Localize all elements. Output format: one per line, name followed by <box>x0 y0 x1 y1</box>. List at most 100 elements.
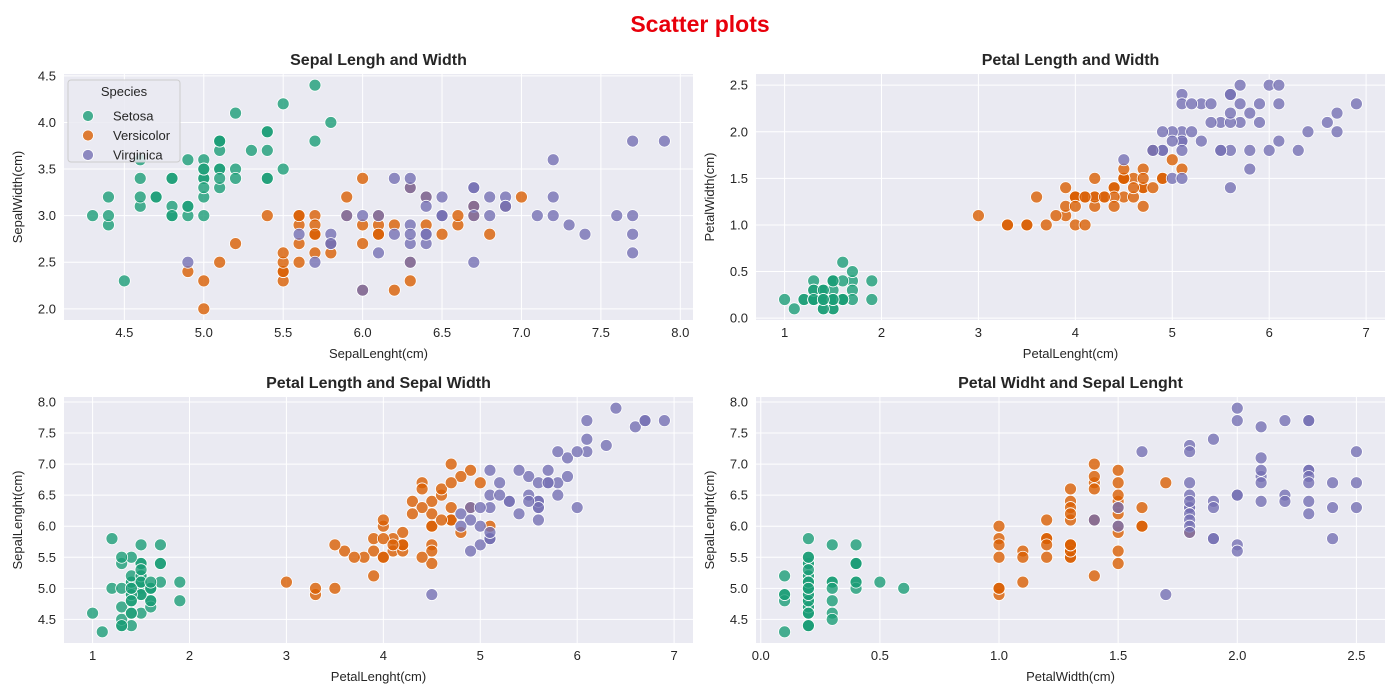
point-virginica <box>483 463 497 477</box>
point-versicolor <box>403 274 417 288</box>
legend-box <box>67 79 181 163</box>
point-virginica <box>1243 144 1257 157</box>
point-setosa <box>260 171 274 185</box>
point-setosa <box>144 575 158 589</box>
point-virginica <box>1183 494 1197 508</box>
point-virginica <box>467 255 481 269</box>
point-virginica <box>1233 78 1247 92</box>
point-virginica <box>1224 106 1237 120</box>
y-tick-label: 5.0 <box>730 581 748 596</box>
point-versicolor <box>425 519 439 533</box>
point-versicolor <box>1030 190 1043 204</box>
point-virginica <box>467 209 481 223</box>
scatter-panel-3: 1 2 3 4 5 6 7 4.5 5.0 5.5 6.0 6.5 7.0 7.5 8.0 Petal Len… <box>10 375 693 684</box>
point-versicolor <box>308 227 322 241</box>
point-setosa <box>849 575 863 589</box>
point-setosa <box>825 538 839 552</box>
y-tick-label: 7.0 <box>730 457 748 472</box>
point-virginica <box>512 463 526 477</box>
point-versicolor <box>425 557 439 570</box>
point-setosa <box>778 569 791 583</box>
point-virginica <box>1183 526 1197 539</box>
point-setosa <box>134 563 148 577</box>
point-versicolor <box>1111 476 1125 490</box>
x-tick-label: 0.0 <box>752 648 770 663</box>
x-tick-label: 2 <box>186 648 193 663</box>
legend-entry-setosa: Setosa <box>113 109 154 124</box>
series-setosa <box>86 78 338 288</box>
y-tick-label: 6.0 <box>730 519 748 534</box>
point-virginica <box>483 190 497 204</box>
point-virginica <box>1243 162 1257 176</box>
point-setosa <box>778 588 791 601</box>
x-tick-label: 4.5 <box>115 325 133 340</box>
point-virginica <box>1204 97 1218 111</box>
point-virginica <box>1253 97 1266 111</box>
point-setosa <box>825 581 839 595</box>
point-setosa <box>181 153 195 167</box>
y-tick-label: 8.0 <box>730 394 748 409</box>
point-setosa <box>229 171 242 185</box>
point-virginica <box>1301 125 1315 139</box>
point-versicolor <box>425 494 439 508</box>
point-setosa <box>816 293 830 306</box>
point-versicolor <box>1136 171 1150 185</box>
point-versicolor <box>1111 557 1125 570</box>
point-virginica <box>1214 144 1228 157</box>
point-virginica <box>473 538 487 552</box>
point-versicolor <box>340 190 354 204</box>
point-setosa <box>95 625 109 639</box>
point-virginica <box>403 171 417 185</box>
point-versicolor <box>1087 457 1101 471</box>
y-tick-label: 3.0 <box>38 208 56 223</box>
point-versicolor <box>1040 513 1054 527</box>
point-setosa <box>154 538 167 552</box>
y-tick-label: 0.5 <box>730 264 748 279</box>
point-versicolor <box>415 501 429 514</box>
y-tick-label: 6.0 <box>38 519 56 534</box>
point-setosa <box>276 162 290 176</box>
point-setosa <box>165 171 179 185</box>
point-virginica <box>626 209 640 223</box>
point-setosa <box>173 594 187 608</box>
point-virginica <box>435 190 449 204</box>
point-setosa <box>802 563 815 577</box>
y-tick-label: 6.5 <box>730 488 748 503</box>
point-versicolor <box>1049 209 1063 223</box>
point-virginica <box>609 401 623 415</box>
point-virginica <box>638 414 652 428</box>
point-virginica <box>1230 414 1244 428</box>
point-setosa <box>873 575 887 589</box>
x-tick-label: 5 <box>477 648 484 663</box>
point-virginica <box>1233 97 1247 111</box>
point-versicolor <box>1039 218 1053 232</box>
x-tick-label: 6.0 <box>354 325 372 340</box>
point-setosa <box>308 134 322 148</box>
point-virginica <box>419 227 433 241</box>
point-versicolor <box>197 302 211 316</box>
point-setosa <box>115 600 129 614</box>
point-versicolor <box>1088 171 1102 185</box>
y-tick-label: 5.5 <box>38 550 56 565</box>
point-virginica <box>467 181 481 195</box>
point-virginica <box>1207 501 1220 514</box>
point-versicolor <box>292 255 306 269</box>
point-virginica <box>473 519 487 533</box>
point-versicolor <box>356 171 370 185</box>
point-virginica <box>1272 78 1286 92</box>
point-versicolor <box>376 532 390 546</box>
point-virginica <box>599 439 613 452</box>
point-versicolor <box>276 246 290 260</box>
point-virginica <box>1111 519 1125 533</box>
point-versicolor <box>260 209 274 223</box>
point-versicolor <box>328 581 342 595</box>
panel-title: Petal Length and Sepal Width <box>266 375 491 392</box>
point-virginica <box>1254 463 1268 477</box>
point-virginica <box>493 476 507 490</box>
point-virginica <box>1183 476 1197 490</box>
point-virginica <box>1350 445 1363 459</box>
point-versicolor <box>406 507 419 521</box>
point-virginica <box>578 227 592 241</box>
point-versicolor <box>444 457 458 471</box>
point-virginica <box>464 513 477 527</box>
